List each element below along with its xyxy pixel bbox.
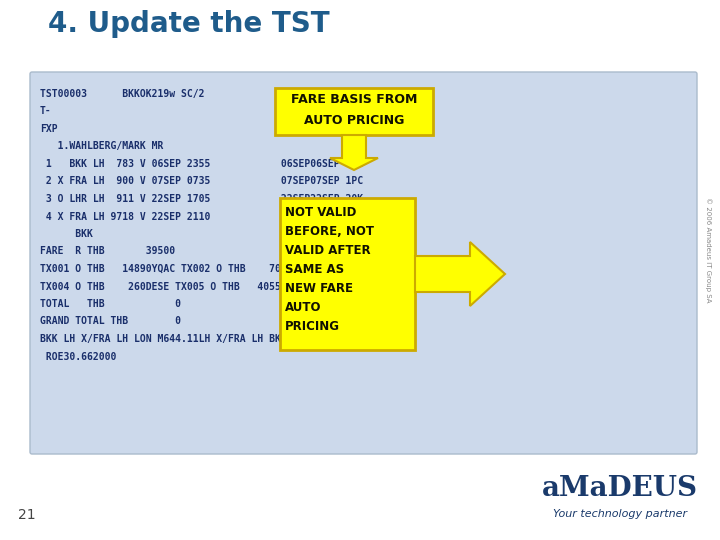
Text: 4 X FRA LH 9718 V 22SEP 2110            22SEP22SEP 20K: 4 X FRA LH 9718 V 22SEP 2110 22SEP22SEP … xyxy=(40,212,363,221)
Text: 3 O LHR LH  911 V 22SEP 1705            22SEP22SEP 20K: 3 O LHR LH 911 V 22SEP 1705 22SEP22SEP 2… xyxy=(40,194,363,204)
Text: AUTO: AUTO xyxy=(285,301,322,314)
Text: T-: T- xyxy=(40,106,52,117)
Bar xyxy=(275,88,433,135)
Bar xyxy=(280,198,415,350)
Bar xyxy=(0,458,720,540)
Text: VALID AFTER: VALID AFTER xyxy=(285,244,371,257)
Text: AUTO PRICING: AUTO PRICING xyxy=(304,114,404,127)
Text: FARE  R THB       39500: FARE R THB 39500 xyxy=(40,246,175,256)
Text: BEFORE, NOT: BEFORE, NOT xyxy=(285,225,374,238)
Text: © 2006 Amadeus IT Group SA: © 2006 Amadeus IT Group SA xyxy=(705,197,711,303)
Text: ROE30.662000: ROE30.662000 xyxy=(40,352,117,361)
Text: SAME AS: SAME AS xyxy=(285,263,344,276)
Text: aMaDEUS: aMaDEUS xyxy=(542,475,698,502)
Text: TX001 O THB   14890YQAC TX002 O THB    700TSLA TX003 O THB    1550RAEB: TX001 O THB 14890YQAC TX002 O THB 700TSL… xyxy=(40,264,451,274)
FancyBboxPatch shape xyxy=(30,72,697,454)
Text: FARE BASIS FROM: FARE BASIS FROM xyxy=(291,93,417,106)
Text: PRICING: PRICING xyxy=(285,320,340,333)
Text: NOT VALID: NOT VALID xyxy=(285,206,356,219)
Text: TX004 O THB    260DESE TX005 O THB   4055GBAD TX006 O THB    1250UBAS: TX004 O THB 260DESE TX005 O THB 4055GBAD… xyxy=(40,281,446,292)
Text: FXP: FXP xyxy=(40,124,58,134)
Text: 2 X FRA LH  900 V 07SEP 0735            07SEP07SEP 1PC: 2 X FRA LH 900 V 07SEP 0735 07SEP07SEP 1… xyxy=(40,177,363,186)
Text: NEW FARE: NEW FARE xyxy=(285,282,353,295)
Polygon shape xyxy=(330,135,378,170)
Text: Your technology partner: Your technology partner xyxy=(553,509,687,519)
Text: TST00003      BKKOK219w SC/2              OD BKKBKK SI: TST00003 BKKOK219w SC/2 OD BKKBKK SI xyxy=(40,89,357,99)
Text: TOTAL   THB            0: TOTAL THB 0 xyxy=(40,299,181,309)
Text: 21: 21 xyxy=(18,508,35,522)
Text: BKK LH X/FRA LH LON M644.11LH X/FRA LH BKK M644.11NUC1288.22END: BKK LH X/FRA LH LON M644.11LH X/FRA LH B… xyxy=(40,334,410,344)
Polygon shape xyxy=(415,242,505,306)
Text: 1.WAHLBERG/MARK MR: 1.WAHLBERG/MARK MR xyxy=(40,141,163,152)
Text: BKK: BKK xyxy=(40,229,93,239)
Text: 1   BKK LH  783 V 06SEP 2355            06SEP06SEP 1PC: 1 BKK LH 783 V 06SEP 2355 06SEP06SEP 1PC xyxy=(40,159,363,169)
Text: GRAND TOTAL THB        0: GRAND TOTAL THB 0 xyxy=(40,316,181,327)
Text: 4. Update the TST: 4. Update the TST xyxy=(48,10,330,38)
